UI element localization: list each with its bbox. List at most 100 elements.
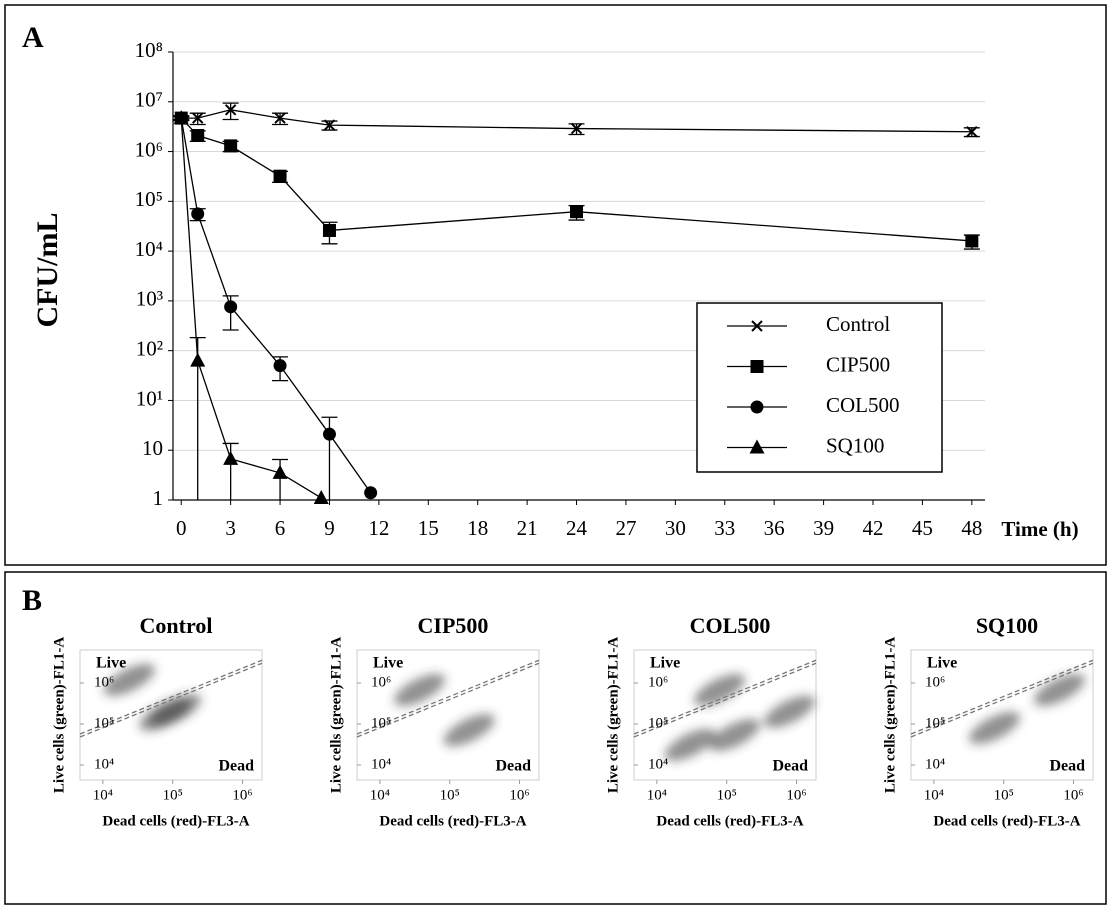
y-tick-label: 10⁴ [371,756,391,772]
marker [173,110,189,125]
marker [272,464,288,479]
x-tick-label: 10⁵ [163,787,183,803]
density-cluster [969,711,1021,745]
x-axis-label: Time (h) [1001,517,1078,541]
y-tick-label: 10⁶ [925,674,945,690]
subplot-title: CIP500 [418,613,489,638]
marker [570,205,584,219]
density-cluster [709,718,761,752]
x-tick-label: 30 [665,516,686,540]
gate-line [356,662,540,738]
x-tick-label: 39 [813,516,834,540]
y-axis-label: CFU/mL [31,213,64,328]
y-tick-label: 10⁸ [135,38,163,62]
y-tick-label: 10³ [136,287,163,311]
marker [965,234,979,248]
marker [750,400,764,414]
marker [191,207,205,221]
x-tick-label: 48 [961,516,982,540]
density-cloud [394,673,495,747]
marker [224,139,238,153]
quadrant-label: Dead [1049,758,1085,775]
x-tick-label: 21 [517,516,538,540]
legend-box [696,302,943,473]
marker [223,450,239,465]
x-tick-label: 33 [714,516,735,540]
density-cluster [1034,673,1085,706]
y-tick-label: 10⁵ [371,715,391,731]
x-tick-label: 27 [615,516,636,540]
x-tick-label: 10⁴ [370,787,390,803]
y-axis-label: Live cells (green)-FL1-A [328,637,344,794]
quadrant-label: Live [96,655,126,672]
subplot-title: Control [140,613,213,638]
marker [322,223,336,237]
marker [274,112,286,124]
x-tick-label: 24 [566,516,588,540]
y-tick-label: 10⁶ [94,674,114,690]
quadrant-label: Live [927,655,957,672]
x-axis-label: Dead cells (red)-FL3-A [656,813,803,829]
x-tick-label: 10⁴ [924,787,944,803]
series-line [180,117,972,242]
gate-line [633,662,817,738]
y-axis-label: Live cells (green)-FL1-A [51,637,67,794]
density-cloud [103,663,202,732]
density-cluster [150,693,202,727]
y-tick-label: 1 [153,486,164,510]
marker [191,112,204,124]
x-tick-label: 9 [324,516,335,540]
marker [273,169,287,183]
marker [323,119,336,131]
density-cloud [664,673,815,761]
x-axis-label: Dead cells (red)-FL3-A [379,813,526,829]
x-tick-label: 18 [467,516,488,540]
y-tick-label: 10⁵ [94,715,114,731]
quadrant-label: Live [373,655,403,672]
panel-label: A [22,21,44,54]
x-tick-label: 12 [368,516,389,540]
subplot-title: SQ100 [976,613,1038,638]
legend-label: COL500 [826,393,900,417]
gate-line [79,659,263,735]
y-tick-label: 10⁶ [648,674,668,690]
density-cluster [103,663,155,696]
density-cloud [969,673,1085,745]
gate-line [910,659,1094,735]
quadrant-label: Dead [495,758,531,775]
y-tick-label: 10⁶ [135,137,163,161]
marker [749,439,765,454]
x-tick-label: 10⁴ [93,787,113,803]
density-cluster [763,695,815,728]
y-axis-label: Live cells (green)-FL1-A [882,637,898,794]
x-tick-label: 0 [176,516,187,540]
gate-line [633,659,817,735]
marker [313,489,329,504]
x-tick-label: 10⁶ [1063,787,1083,803]
y-tick-label: 10⁵ [135,187,163,211]
density-cluster [394,673,446,706]
density-cluster [694,673,746,706]
series-line [180,117,372,494]
x-tick-label: 10⁶ [232,787,252,803]
x-tick-label: 36 [764,516,785,540]
density-cluster [443,714,495,747]
x-tick-label: 10⁵ [994,787,1014,803]
y-tick-label: 10⁴ [135,237,163,261]
marker [750,360,764,373]
series-line [180,118,322,499]
gate-line [356,659,540,735]
y-tick-label: 10⁴ [94,756,114,772]
marker [273,359,287,373]
x-tick-label: 6 [275,516,286,540]
x-axis-label: Dead cells (red)-FL3-A [933,813,1080,829]
y-tick-label: 10⁷ [135,88,163,112]
y-tick-label: 10² [136,336,163,360]
x-tick-label: 45 [912,516,933,540]
y-axis-label: Live cells (green)-FL1-A [605,637,621,794]
y-tick-label: 10⁵ [648,715,668,731]
marker [224,300,238,314]
